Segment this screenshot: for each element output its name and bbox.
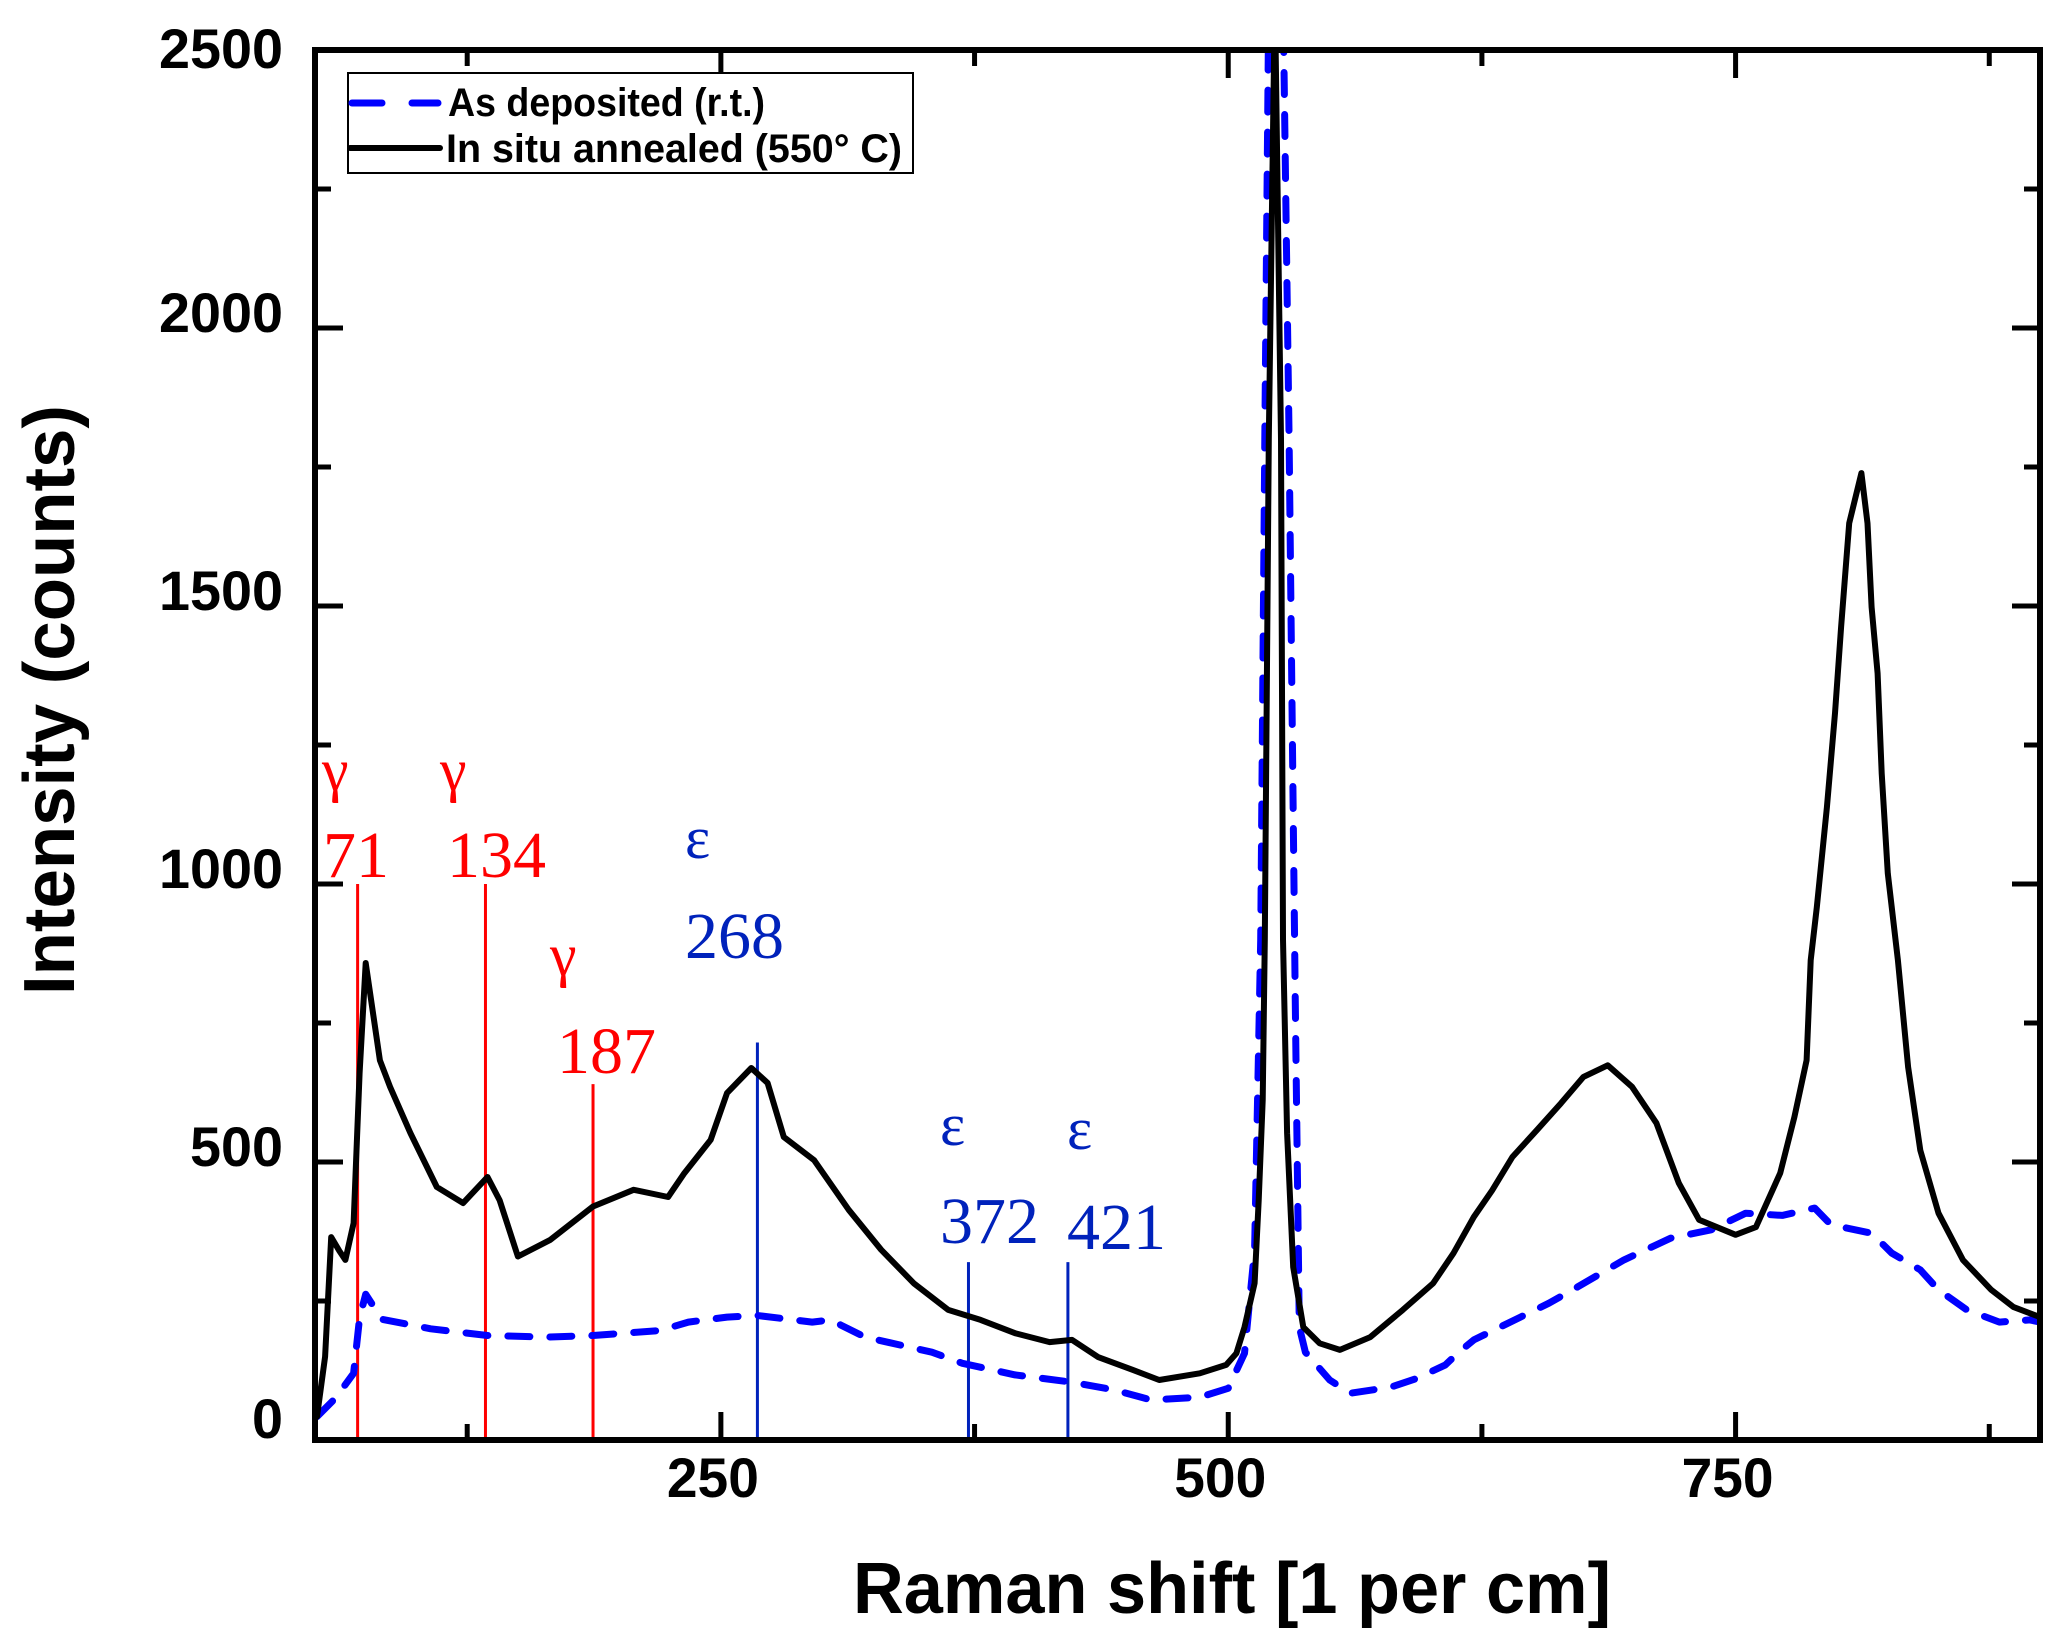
y-tick-labels: 0 500 1000 1500 2000 2500 xyxy=(159,17,283,1450)
y-tick-label: 1000 xyxy=(159,837,283,900)
legend-label-as-deposited: As deposited (r.t.) xyxy=(448,81,765,125)
annotation-value: 372 xyxy=(940,1185,1039,1258)
legend: As deposited (r.t.) In situ annealed (55… xyxy=(347,72,914,174)
x-tick-label: 500 xyxy=(1174,1446,1266,1509)
series-line-as_deposited xyxy=(315,50,2040,1421)
axis-ticks xyxy=(315,47,2040,1443)
annotation-symbol: γ xyxy=(439,737,467,803)
x-tick-label: 250 xyxy=(667,1446,759,1509)
x-tick-label: 750 xyxy=(1682,1446,1774,1509)
annotation-value: 268 xyxy=(685,900,784,973)
y-tick-label: 2000 xyxy=(159,281,283,344)
annotation-value: 187 xyxy=(557,1015,656,1088)
x-axis-title: Raman shift [1 per cm] xyxy=(853,1549,1611,1629)
legend-label-annealed: In situ annealed (550° C) xyxy=(446,127,902,171)
series-layer xyxy=(315,50,2040,1421)
annotation-symbol: ε xyxy=(1067,1096,1092,1162)
y-tick-label: 500 xyxy=(190,1115,283,1178)
series-line-annealed xyxy=(315,50,2040,1420)
legend-box xyxy=(347,72,914,174)
annotation-value: 134 xyxy=(447,819,546,892)
y-tick-label: 1500 xyxy=(159,559,283,622)
annotation-symbol: ε xyxy=(940,1092,965,1158)
x-tick-labels: 250 500 750 xyxy=(667,1446,1774,1509)
annotation-symbol: γ xyxy=(549,922,577,988)
annotation-value: 421 xyxy=(1067,1191,1166,1264)
y-tick-label: 2500 xyxy=(159,17,283,80)
annotation-value: 71 xyxy=(323,819,389,892)
y-tick-label: 0 xyxy=(252,1387,283,1450)
annotation-symbol: γ xyxy=(321,737,349,803)
annotation-symbol: ε xyxy=(685,805,710,871)
y-axis-title: Intensity (counts) xyxy=(10,405,90,995)
